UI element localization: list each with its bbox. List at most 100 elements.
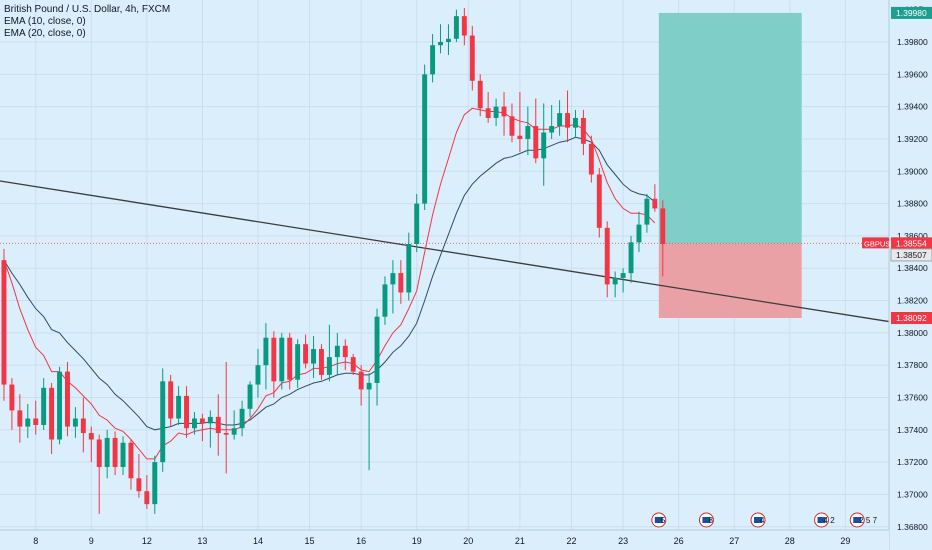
candle[interactable] — [637, 212, 642, 252]
candle[interactable] — [17, 394, 22, 442]
candle[interactable] — [97, 435, 102, 514]
candle[interactable] — [652, 184, 657, 211]
candle[interactable] — [383, 276, 388, 324]
candle[interactable] — [248, 381, 253, 417]
event-marker[interactable]: 2 5 7 — [850, 513, 877, 527]
candle[interactable] — [303, 334, 308, 368]
candle[interactable] — [573, 110, 578, 137]
chart-title[interactable]: British Pound / U.S. Dollar, 4h, FXCM — [4, 4, 170, 16]
candle-body — [383, 284, 388, 316]
candle[interactable] — [438, 24, 443, 53]
candle[interactable] — [510, 103, 515, 142]
candle[interactable] — [644, 194, 649, 233]
candle[interactable] — [351, 354, 356, 375]
candle-body — [597, 175, 602, 228]
candle-body — [129, 443, 134, 479]
candle[interactable] — [65, 362, 70, 436]
candle[interactable] — [89, 427, 94, 463]
candle-body — [406, 244, 411, 292]
candle[interactable] — [216, 394, 221, 455]
target-zone[interactable] — [659, 13, 802, 243]
candle-body — [9, 385, 14, 411]
candle[interactable] — [494, 99, 499, 126]
candle[interactable] — [176, 386, 181, 425]
candle[interactable] — [240, 401, 245, 437]
candle[interactable] — [200, 414, 205, 441]
candle[interactable] — [629, 236, 634, 283]
time-axis[interactable]: 8 9 12 13 14 15 16 19 20 21 22 23 26 27 28 29 — [0, 530, 889, 550]
candle[interactable] — [375, 309, 380, 406]
candle[interactable] — [160, 368, 165, 471]
candle[interactable] — [422, 65, 427, 210]
candle[interactable] — [367, 373, 372, 470]
candle[interactable] — [41, 378, 46, 430]
candle-body — [335, 346, 340, 357]
candle[interactable] — [406, 233, 411, 301]
event-marker[interactable]: 8 — [699, 513, 713, 527]
candle[interactable] — [256, 349, 261, 397]
candle[interactable] — [152, 456, 157, 514]
candle[interactable] — [502, 92, 507, 136]
candle[interactable] — [398, 260, 403, 304]
candle[interactable] — [541, 103, 546, 185]
ema20-legend[interactable]: EMA (20, close, 0) — [4, 28, 170, 40]
candle[interactable] — [121, 436, 126, 475]
candle[interactable] — [335, 333, 340, 375]
candle[interactable] — [271, 331, 276, 397]
candle[interactable] — [224, 362, 229, 473]
ema10-legend[interactable]: EMA (10, close, 0) — [4, 16, 170, 28]
candle[interactable] — [359, 365, 364, 405]
price-axis[interactable]: USD1.368001.370001.372001.374001.376001.… — [889, 0, 932, 550]
candle[interactable] — [57, 367, 62, 445]
candle-body — [17, 410, 22, 426]
event-marker[interactable]: 4 2 — [815, 513, 836, 527]
candle[interactable] — [81, 398, 86, 453]
candle[interactable] — [9, 378, 14, 430]
date-tick-label: 20 — [463, 536, 473, 546]
candle[interactable] — [454, 10, 459, 42]
candle[interactable] — [287, 333, 292, 390]
candles[interactable] — [2, 8, 666, 514]
candle[interactable] — [279, 333, 284, 390]
candle[interactable] — [2, 249, 7, 401]
date-tick-label: 12 — [142, 536, 152, 546]
candle-body — [263, 338, 268, 365]
candle[interactable] — [73, 407, 78, 438]
candle[interactable] — [105, 430, 110, 478]
candle[interactable] — [430, 34, 435, 82]
candle[interactable] — [486, 92, 491, 123]
candle[interactable] — [597, 168, 602, 237]
candle[interactable] — [136, 454, 141, 498]
event-marker[interactable]: 5 — [652, 513, 666, 527]
candle[interactable] — [25, 404, 30, 438]
candle[interactable] — [446, 24, 451, 55]
candle[interactable] — [533, 99, 538, 164]
candle[interactable] — [414, 194, 419, 252]
candle[interactable] — [311, 336, 316, 378]
candle[interactable] — [113, 431, 118, 475]
candle[interactable] — [549, 105, 554, 139]
event-markers[interactable]: 5 8 4 4 2 2 5 7 — [652, 513, 878, 527]
candle[interactable] — [168, 375, 173, 427]
candle[interactable] — [565, 90, 570, 142]
candle[interactable] — [129, 440, 134, 490]
candle-body — [589, 144, 594, 175]
candle[interactable] — [581, 110, 586, 155]
event-marker[interactable]: 4 — [751, 513, 765, 527]
candle[interactable] — [319, 344, 324, 380]
candle[interactable] — [144, 475, 149, 509]
candle-body — [486, 108, 491, 118]
candle-body — [351, 357, 356, 372]
stop-zone[interactable] — [659, 243, 802, 318]
candle[interactable] — [470, 26, 475, 91]
candle-body — [454, 16, 459, 39]
candle[interactable] — [295, 339, 300, 387]
candle[interactable] — [557, 100, 562, 136]
candle[interactable] — [613, 271, 618, 297]
candle[interactable] — [49, 383, 54, 454]
candle[interactable] — [605, 221, 610, 297]
candle[interactable] — [462, 8, 467, 45]
candle[interactable] — [525, 107, 530, 155]
